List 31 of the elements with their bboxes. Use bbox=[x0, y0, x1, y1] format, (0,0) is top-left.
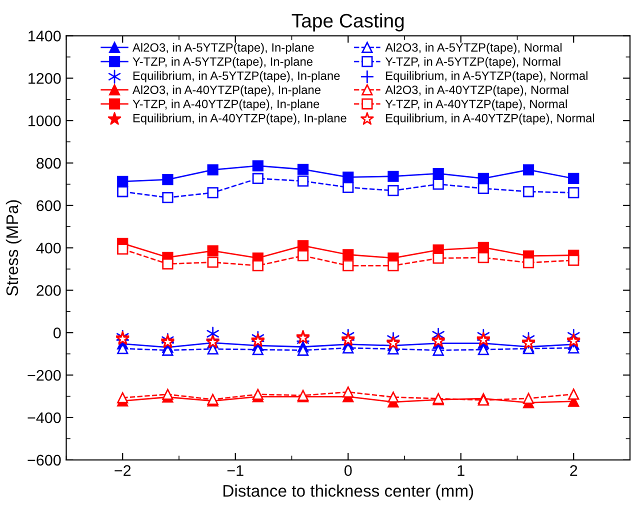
legend-label: Y-TZP, in A-40YTZP(tape), Normal bbox=[385, 99, 567, 111]
y-tick-label: 1200 bbox=[28, 73, 61, 84]
x-tick-label: −1 bbox=[227, 465, 244, 476]
y-tick-label: 0 bbox=[53, 328, 61, 338]
x-axis-title: Distance to thickness center (mm) bbox=[224, 484, 474, 500]
legend-label: Equilibrium, in A-40YTZP(tape), In-plane bbox=[133, 114, 346, 125]
y-tick-label: 200 bbox=[36, 285, 61, 296]
legend-label: Equilibrium, in A-5YTZP(tape), In-plane bbox=[133, 71, 340, 82]
legend-label: Al2O3, in A-5YTZP(tape), Normal bbox=[385, 42, 562, 54]
legend-label: Al2O3, in A-5YTZP(tape), In-plane bbox=[132, 42, 314, 54]
x-tick-label: −2 bbox=[114, 465, 131, 476]
y-tick-label: −600 bbox=[28, 454, 61, 466]
y-tick-label: 800 bbox=[36, 158, 61, 169]
y-tick-label: 400 bbox=[36, 242, 61, 254]
legend-label: Al2O3, in A-40YTZP(tape), In-plane bbox=[132, 85, 320, 96]
chart-title: Tape Casting bbox=[292, 13, 404, 32]
legend-label: Al2O3, in A-40YTZP(tape), Normal bbox=[385, 85, 568, 96]
y-tick-label: −400 bbox=[28, 412, 61, 424]
y-tick-label: 1000 bbox=[28, 115, 61, 126]
legend-label: Y-TZP, in A-40YTZP(tape), In-plane bbox=[132, 99, 320, 111]
legend-label: Y-TZP, in A-5YTZP(tape), In-plane bbox=[132, 57, 313, 68]
legend-label: Y-TZP, in A-5YTZP(tape), Normal bbox=[385, 57, 560, 68]
y-tick-label: −200 bbox=[28, 370, 61, 381]
x-tick-label: 2 bbox=[570, 465, 578, 476]
legend-label: Equilibrium, in A-5YTZP(tape), Normal bbox=[386, 71, 588, 82]
y-tick-label: 600 bbox=[36, 200, 61, 212]
x-tick-label: 1 bbox=[458, 465, 464, 476]
legend-label: Equilibrium, in A-40YTZP(tape), Normal bbox=[386, 114, 594, 125]
y-tick-label: 1400 bbox=[28, 30, 61, 42]
x-tick-label: 0 bbox=[344, 465, 352, 476]
y-axis-title: Stress (MPa) bbox=[6, 200, 22, 296]
